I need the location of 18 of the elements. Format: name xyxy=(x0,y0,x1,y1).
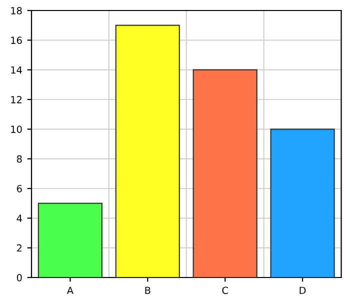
y-tick-label: 8 xyxy=(16,155,22,163)
y-tick-label: 10 xyxy=(11,126,22,133)
bar xyxy=(270,128,335,278)
y-tick-label: 12 xyxy=(11,96,22,104)
bar xyxy=(115,24,180,278)
x-tick-label: A xyxy=(66,286,74,294)
x-tick-label: B xyxy=(145,286,150,294)
bar xyxy=(192,69,258,278)
y-tick-label: 4 xyxy=(16,214,22,222)
y-tick-label: 2 xyxy=(17,244,22,252)
y-tick-label: 6 xyxy=(16,184,22,192)
bar xyxy=(38,202,103,278)
y-tick-label: 0 xyxy=(16,274,22,282)
x-tick-label: C xyxy=(222,286,228,294)
y-tick-label: 16 xyxy=(11,36,22,44)
y-tick-label: 14 xyxy=(11,66,22,74)
y-tick-label: 18 xyxy=(11,6,22,14)
x-tick-label: D xyxy=(300,286,306,294)
